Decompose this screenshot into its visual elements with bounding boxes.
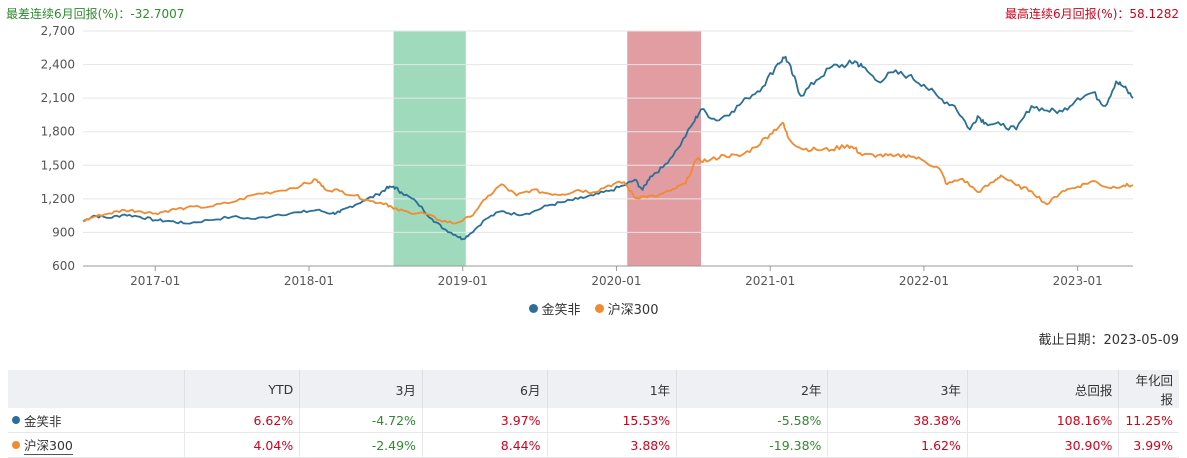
row-name-cell[interactable]: 金笑非 <box>8 408 186 433</box>
return-cell: 108.16% <box>967 408 1120 433</box>
legend-label-index: 沪深300 <box>607 303 659 318</box>
return-cell: 30.90% <box>967 432 1120 458</box>
table-row: 沪深300 4.04% -2.49% 8.44% 3.88% -19.38% 1.62% 30… <box>8 432 1179 458</box>
legend-item-index[interactable]: 沪深300 <box>594 299 659 318</box>
x-tick-label: 2021-01 <box>745 274 795 288</box>
performance-line-chart: 600 900 1,200 1,500 1,800 2,100 2,400 2,700 2017… <box>41 24 1134 288</box>
row-name-label: 沪深300 <box>24 435 73 455</box>
legend-item-fund[interactable]: 金笑非 <box>528 299 581 318</box>
y-tick-label: 2,400 <box>41 58 75 72</box>
return-cell: -19.38% <box>676 432 829 458</box>
series-line-1 <box>83 121 1134 225</box>
row-name-cell[interactable]: 沪深300 <box>8 432 186 458</box>
return-cell: 3.97% <box>422 408 548 433</box>
worst-6m-return-label: 最差连续6月回报(%)：-32.7007 <box>6 7 185 21</box>
header-1y: 1年 <box>547 370 678 408</box>
return-cell: 38.38% <box>827 408 968 433</box>
x-tick-label: 2020-01 <box>591 274 641 288</box>
return-cell: 1.62% <box>827 432 968 458</box>
return-cell: -4.72% <box>299 408 423 433</box>
return-cell: 6.62% <box>184 408 301 433</box>
legend-label-fund: 金笑非 <box>541 303 581 318</box>
header-6m: 6月 <box>422 370 548 408</box>
return-cell: -5.58% <box>676 408 829 433</box>
return-cell: -2.49% <box>299 432 423 458</box>
return-cell: 4.04% <box>184 432 301 458</box>
header-annualized: 年化回报 <box>1118 370 1179 408</box>
shaded-period-1 <box>627 31 702 266</box>
header-3y: 3年 <box>827 370 968 408</box>
row-color-dot <box>12 416 20 424</box>
table-header-row: YTD 3月 6月 1年 2年 3年 总回报 年化回报 <box>8 370 1179 408</box>
return-cell: 3.99% <box>1118 432 1179 458</box>
y-tick-label: 1,800 <box>41 125 75 139</box>
row-color-dot <box>12 441 20 449</box>
y-tick-label: 1,500 <box>41 158 75 172</box>
y-tick-label: 900 <box>52 225 75 239</box>
header-3m: 3月 <box>299 370 423 408</box>
x-tick-label: 2017-01 <box>130 274 180 288</box>
header-total: 总回报 <box>967 370 1120 408</box>
returns-table: YTD 3月 6月 1年 2年 3年 总回报 年化回报 金笑非 6.62% -4.7… <box>8 370 1179 458</box>
row-name-label: 金笑非 <box>24 413 62 429</box>
header-ytd: YTD <box>184 370 301 408</box>
x-tick-label: 2018-01 <box>284 274 334 288</box>
header-2y: 2年 <box>676 370 829 408</box>
series-line-0 <box>82 55 1134 241</box>
legend-dot-index <box>594 304 604 313</box>
y-tick-label: 1,200 <box>41 192 75 206</box>
chart-legend: 金笑非 沪深300 <box>0 299 1187 318</box>
return-cell: 3.88% <box>547 432 678 458</box>
x-tick-label: 2022-01 <box>899 274 949 288</box>
header-name <box>8 370 186 408</box>
table-row: 金笑非 6.62% -4.72% 3.97% 15.53% -5.58% 38.38% 108… <box>8 408 1179 433</box>
cutoff-date: 截止日期：2023-05-09 <box>1038 333 1179 348</box>
y-tick-label: 2,100 <box>41 91 75 105</box>
return-cell: 11.25% <box>1118 408 1179 433</box>
return-cell: 15.53% <box>547 408 678 433</box>
y-tick-label: 600 <box>52 259 75 273</box>
best-6m-return-label: 最高连续6月回报(%)：58.1282 <box>1004 7 1179 21</box>
x-tick-label: 2019-01 <box>438 274 488 288</box>
y-tick-label: 2,700 <box>41 24 75 38</box>
return-cell: 8.44% <box>422 432 548 458</box>
legend-dot-fund <box>528 304 538 313</box>
shaded-period-0 <box>393 31 466 266</box>
x-tick-label: 2023-01 <box>1053 274 1103 288</box>
